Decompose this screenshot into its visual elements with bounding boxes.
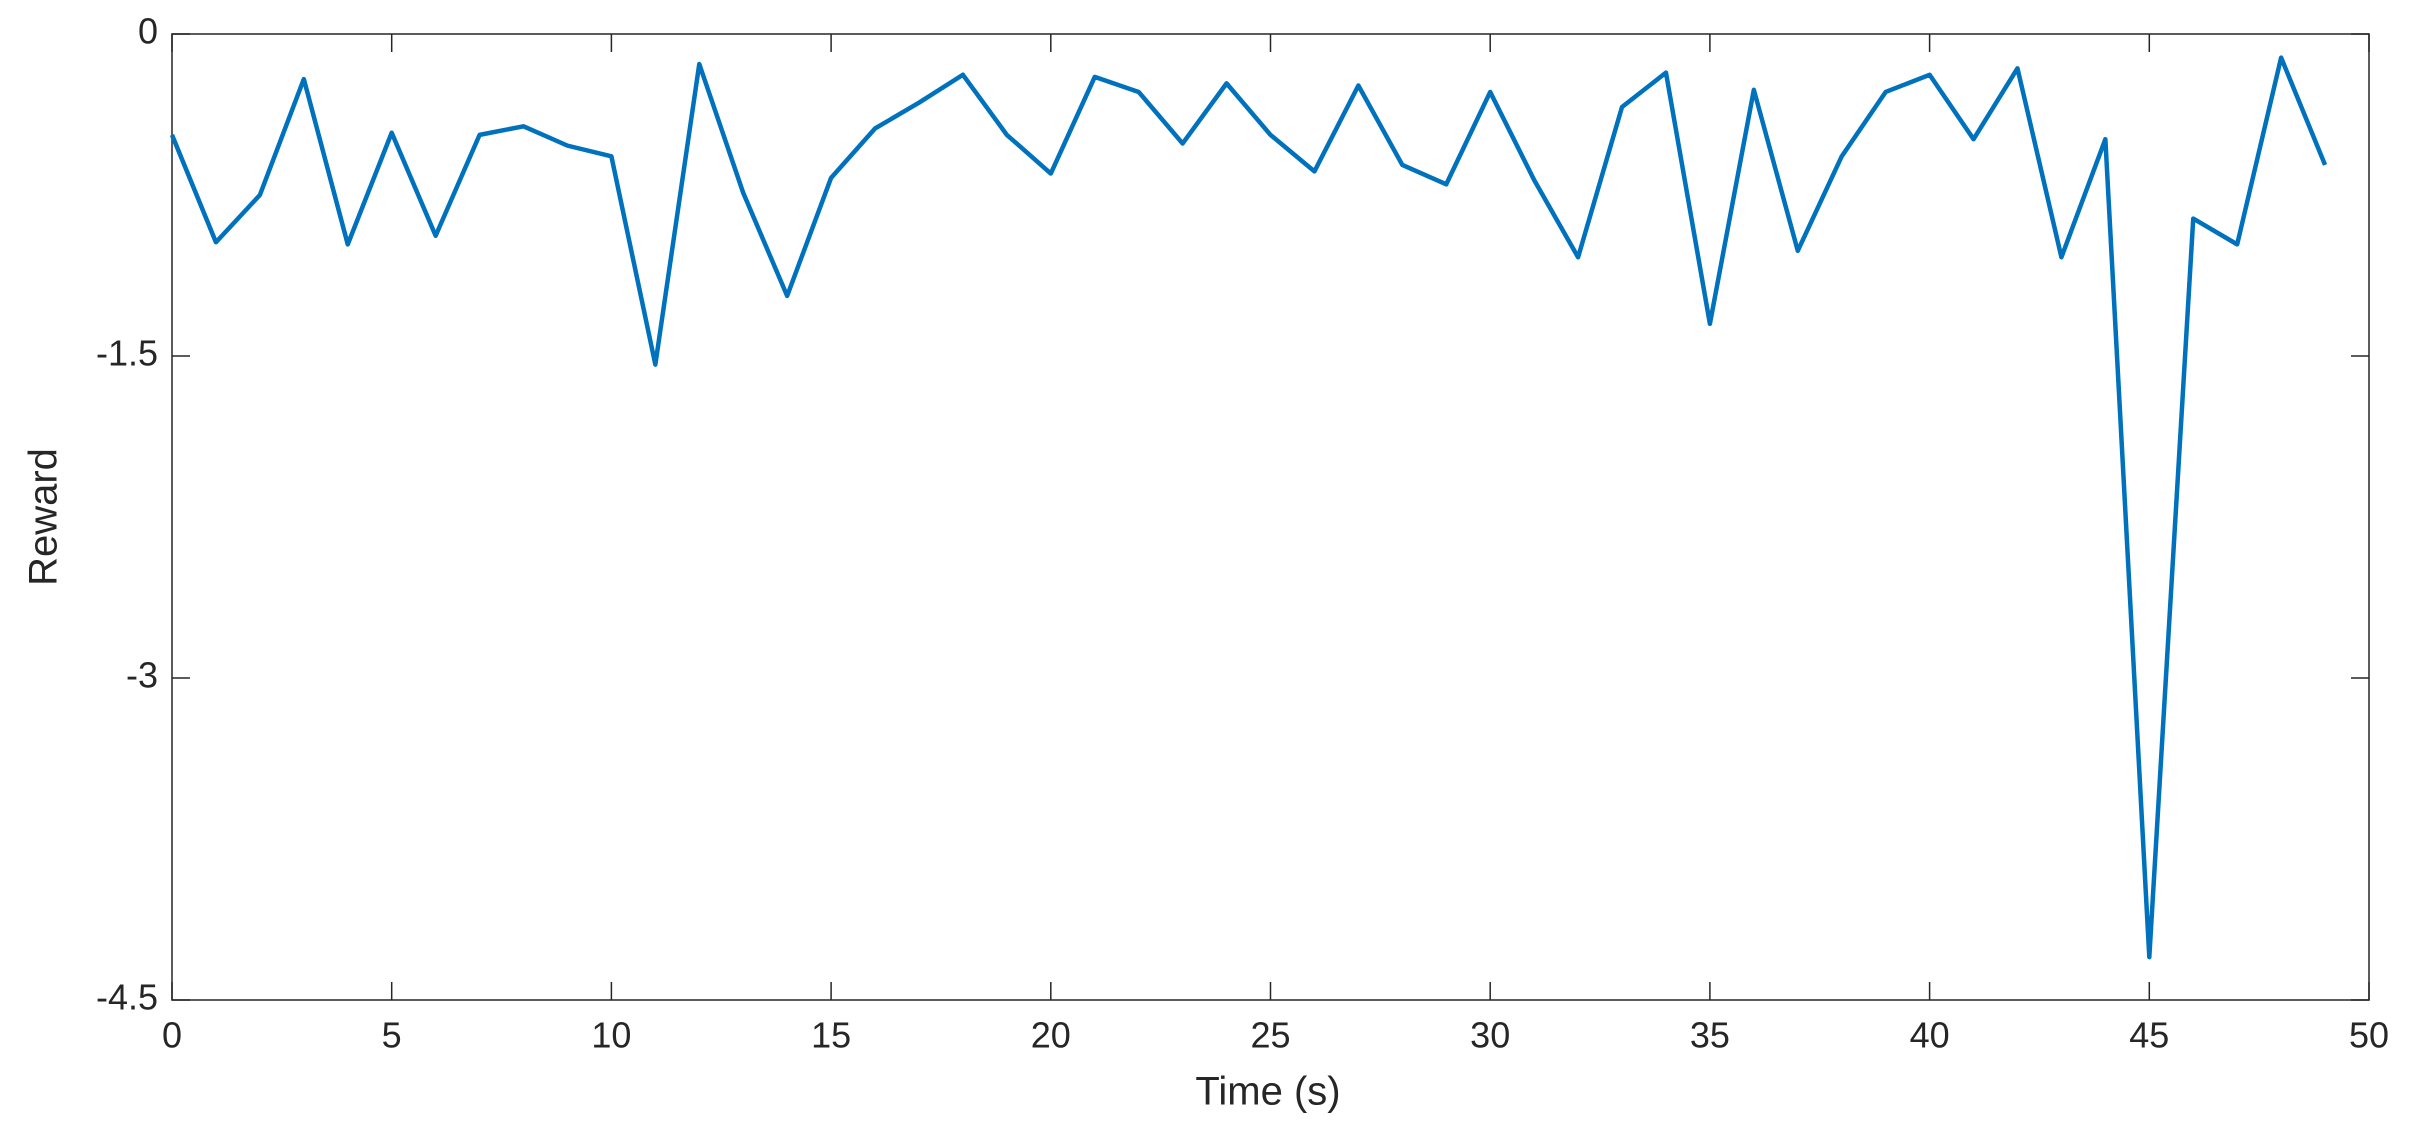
y-tick-label: -4.5: [96, 977, 158, 1018]
y-tick-label: 0: [138, 11, 158, 52]
x-tick-label: 0: [162, 1015, 182, 1056]
x-tick-label: 35: [1690, 1015, 1730, 1056]
plot-frame: [171, 33, 2370, 1001]
x-tick-label: 25: [1250, 1015, 1290, 1056]
data-line: [169, 55, 2328, 960]
x-axis-label: Time (s): [1195, 1070, 1340, 1114]
x-tick-label: 40: [1910, 1015, 1950, 1056]
x-tick-label: 45: [2129, 1015, 2169, 1056]
x-tick-label: 30: [1470, 1015, 1510, 1056]
x-tick-label: 20: [1031, 1015, 1071, 1056]
y-axis-label: Reward: [22, 448, 66, 586]
x-tick-label: 15: [811, 1015, 851, 1056]
x-tick-label: 10: [591, 1015, 631, 1056]
x-tick-label: 50: [2349, 1015, 2389, 1056]
x-tick-label: 5: [382, 1015, 402, 1056]
y-tick-label: -3: [126, 655, 158, 696]
y-tick-label: -1.5: [96, 333, 158, 374]
